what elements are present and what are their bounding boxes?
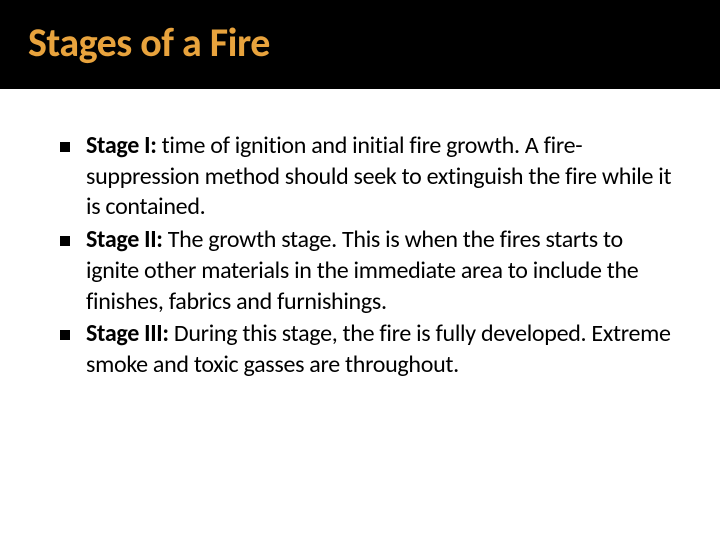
bullet-text: Stage II: The growth stage. This is when…: [86, 225, 672, 317]
list-item: Stage I: time of ignition and initial fi…: [60, 131, 672, 223]
bullet-text: Stage I: time of ignition and initial fi…: [86, 131, 672, 223]
title-bar: Stages of a Fire: [0, 0, 720, 89]
list-item: Stage II: The growth stage. This is when…: [60, 225, 672, 317]
stage-label: Stage II:: [86, 225, 163, 254]
stage-body: During this stage, the fire is fully dev…: [86, 319, 671, 379]
stage-body: The growth stage. This is when the fires…: [86, 225, 638, 315]
stage-label: Stage III:: [86, 319, 169, 348]
bullet-icon: [60, 330, 70, 340]
bullet-text: Stage III: During this stage, the fire i…: [86, 319, 672, 380]
slide-title: Stages of a Fire: [28, 18, 692, 67]
list-item: Stage III: During this stage, the fire i…: [60, 319, 672, 380]
slide-content: Stage I: time of ignition and initial fi…: [0, 89, 720, 403]
stage-body: time of ignition and initial fire growth…: [86, 131, 671, 221]
bullet-icon: [60, 236, 70, 246]
stage-label: Stage I:: [86, 131, 157, 160]
bullet-icon: [60, 142, 70, 152]
